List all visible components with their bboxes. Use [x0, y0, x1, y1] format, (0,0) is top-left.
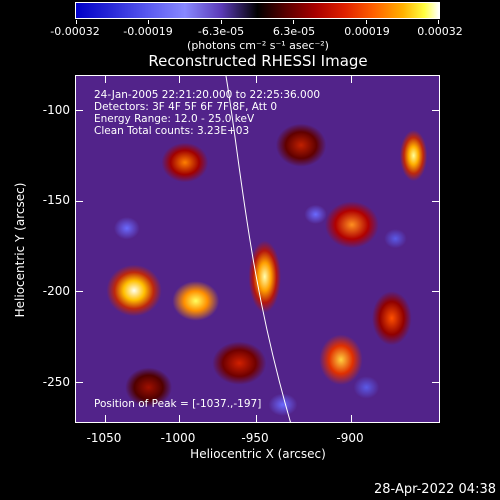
y-tick-label: -250: [42, 375, 70, 389]
x-axis-tick-top: [351, 76, 352, 83]
x-tick-label: -1000: [160, 431, 196, 445]
colorbar-tick-label: 0.00032: [417, 25, 463, 38]
colorbar-tick: [76, 20, 77, 24]
colorbar-tick-label: 6.3e-05: [272, 25, 316, 38]
y-axis-title: Heliocentric Y (arcsec): [13, 182, 27, 318]
y-axis-tick-right: [432, 201, 439, 202]
x-axis-tick: [351, 415, 352, 422]
x-tick-label: -1050: [86, 431, 122, 445]
y-axis-tick: [76, 201, 83, 202]
colorbar-tick: [438, 20, 439, 24]
detectors-label: Detectors: 3F 4F 5F 6F 7F 8F, Att 0: [94, 101, 278, 113]
colorbar-tick-label: -6.3e-05: [197, 25, 245, 38]
colorbar-tick: [366, 20, 367, 24]
time-range-label: 24-Jan-2005 22:21:20.000 to 22:25:36.000: [94, 89, 321, 101]
x-axis-tick: [256, 415, 257, 422]
y-axis-tick: [76, 110, 83, 111]
x-axis-tick-top: [105, 76, 106, 83]
y-tick-label: -200: [42, 284, 70, 298]
colorbar-units: (photons cm⁻² s⁻¹ asec⁻²): [187, 39, 329, 52]
x-axis-tick-top: [179, 76, 180, 83]
peak-position-label: Position of Peak = [-1037.,-197]: [94, 398, 262, 410]
x-tick-label: -900: [336, 431, 364, 445]
colorbar-tick-label: -0.00019: [123, 25, 173, 38]
colorbar-tick: [293, 20, 294, 24]
image-title: Reconstructed RHESSI Image: [148, 52, 368, 70]
x-axis-tick: [105, 415, 106, 422]
y-axis-tick: [76, 382, 83, 383]
colorbar: [75, 2, 440, 24]
colorbar-tick-label: 0.00019: [344, 25, 390, 38]
x-tick-label: -950: [241, 431, 269, 445]
colorbar-tick-label: -0.00032: [50, 25, 100, 38]
y-tick-label: -100: [42, 103, 70, 117]
energy-range-label: Energy Range: 12.0 - 25.0 keV: [94, 113, 255, 125]
x-axis-title: Heliocentric X (arcsec): [190, 447, 326, 461]
x-axis-tick-top: [256, 76, 257, 83]
render-timestamp: 28-Apr-2022 04:38: [374, 482, 496, 497]
y-axis-tick: [76, 291, 83, 292]
solar-limb-line: [225, 76, 291, 422]
y-axis-tick-right: [432, 382, 439, 383]
y-axis-tick-right: [432, 291, 439, 292]
colorbar-tick: [221, 20, 222, 24]
y-axis-tick-right: [432, 110, 439, 111]
colorbar-tick: [148, 20, 149, 24]
x-axis-tick: [179, 415, 180, 422]
rhessi-image-plot: 24-Jan-2005 22:21:20.000 to 22:25:36.000…: [75, 75, 440, 423]
y-tick-label: -150: [42, 193, 70, 207]
algorithm-counts-label: Clean Total counts: 3.23E+03: [94, 125, 250, 137]
